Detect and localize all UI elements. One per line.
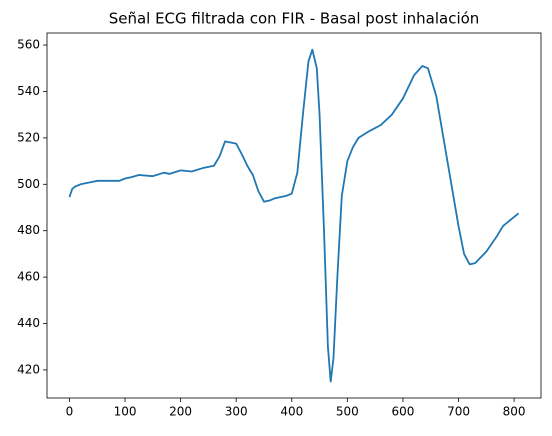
x-tick-label: 100 [114, 405, 137, 419]
y-tick-label: 460 [17, 270, 40, 284]
x-tick-label: 200 [169, 405, 192, 419]
line [68, 48, 520, 383]
axes-frame [46, 32, 542, 399]
x-tick-label: 300 [225, 405, 248, 419]
x-tick-label: 700 [447, 405, 470, 419]
y-tick-label: 500 [17, 177, 40, 191]
x-tick-label: 0 [66, 405, 74, 419]
y-tick-label: 540 [17, 84, 40, 98]
x-tick-label: 800 [503, 405, 526, 419]
x-tick-label: 600 [391, 405, 414, 419]
y-tick-label: 440 [17, 316, 40, 330]
y-tick-label: 420 [17, 362, 40, 376]
y-tick-label: 520 [17, 130, 40, 144]
x-tick-label: 500 [336, 405, 359, 419]
chart-title: Señal ECG filtrada con FIR - Basal post … [109, 10, 480, 28]
y-tick-label: 560 [17, 38, 40, 52]
x-tick-label: 400 [280, 405, 303, 419]
y-tick-label: 480 [17, 223, 40, 237]
